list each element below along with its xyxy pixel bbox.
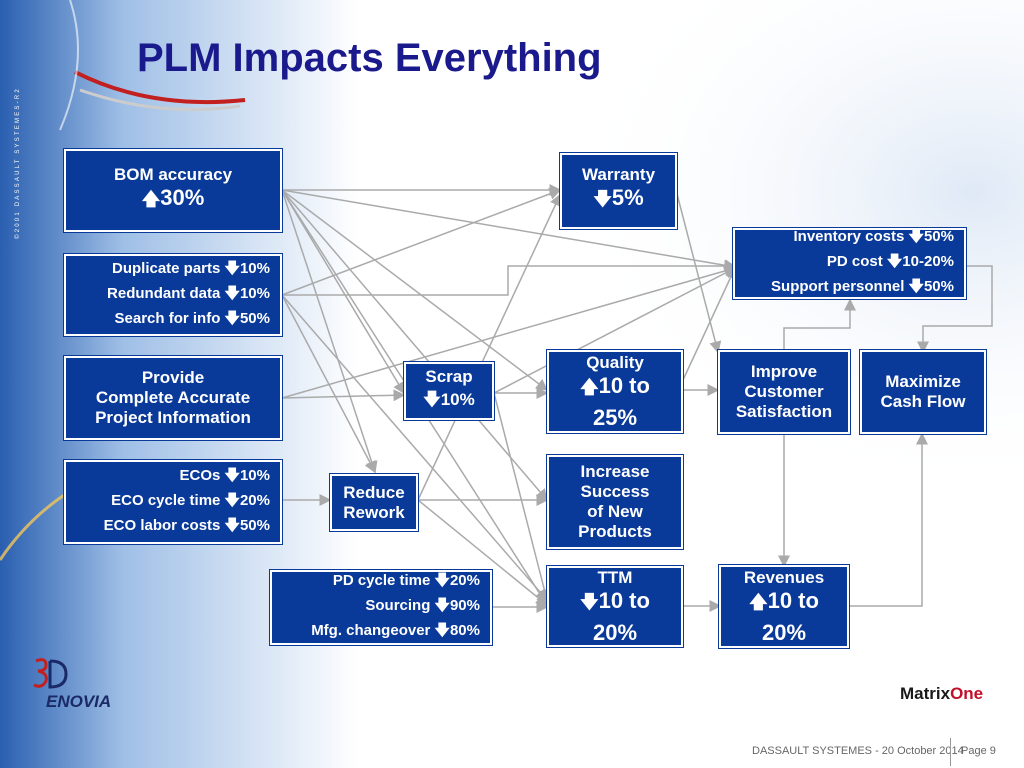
eco-label-1: ECOs xyxy=(179,466,221,484)
inventory-label-1: Inventory costs xyxy=(793,228,905,245)
bom-accuracy-box: BOM accuracy 🡅30% xyxy=(63,148,283,233)
quality-value: 10 to xyxy=(598,372,650,398)
page-number: Page 9 xyxy=(961,745,996,757)
down-arrow-icon: 🡇 xyxy=(224,309,240,327)
inventory-label-2: PD cost xyxy=(826,253,883,270)
bom-label: BOM accuracy xyxy=(113,164,233,184)
pd-value-3: 80% xyxy=(449,622,480,639)
eco-value-1: 10% xyxy=(239,466,270,484)
increase-line-2: Success xyxy=(580,482,650,501)
footer-text: DASSAULT SYSTEMES - 20 October 2014 xyxy=(752,745,964,757)
down-arrow-icon: 🡇 xyxy=(434,622,450,639)
dup-value-1: 10% xyxy=(239,259,270,277)
eco-box: ECOs 🡇10% ECO cycle time 🡇20% ECO labor … xyxy=(63,459,283,545)
ttm-value-2: 20% xyxy=(592,619,638,645)
provide-line-3: Project Information xyxy=(95,408,251,427)
inventory-value-1: 50% xyxy=(923,228,954,245)
footer-divider xyxy=(950,738,951,766)
improve-line-1: Improve xyxy=(750,362,818,381)
dup-value-3: 50% xyxy=(239,309,270,327)
inventory-label-3: Support personnel xyxy=(771,278,905,295)
dup-label-3: Search for info xyxy=(114,309,221,327)
warranty-label: Warranty xyxy=(581,165,656,184)
reduce-rework-box: Reduce Rework xyxy=(329,473,419,532)
down-arrow-icon: 🡇 xyxy=(593,189,612,209)
revenues-label: Revenues xyxy=(743,567,825,587)
rework-line-1: Reduce xyxy=(343,482,405,502)
pd-value-1: 20% xyxy=(449,572,480,589)
rework-line-2: Rework xyxy=(343,502,405,522)
pd-label-2: Sourcing xyxy=(365,597,431,614)
ttm-label: TTM xyxy=(597,567,633,587)
cash-line-1: Maximize xyxy=(885,372,961,391)
up-arrow-icon: 🡅 xyxy=(580,376,599,397)
revenues-value: 10 to xyxy=(767,587,819,613)
scrap-value: 10% xyxy=(440,389,475,409)
down-arrow-icon: 🡇 xyxy=(224,259,240,277)
eco-value-3: 50% xyxy=(239,516,270,534)
improve-line-3: Satisfaction xyxy=(735,402,833,421)
inventory-costs-box: Inventory costs 🡇50% PD cost 🡇10-20% Sup… xyxy=(732,227,967,300)
improve-satisfaction-box: Improve Customer Satisfaction xyxy=(717,349,851,435)
increase-line-4: Products xyxy=(578,522,652,541)
slide-title: PLM Impacts Everything xyxy=(137,36,602,80)
eco-label-2: ECO cycle time xyxy=(111,491,221,509)
increase-success-box: Increase Success of New Products xyxy=(546,454,684,550)
up-arrow-icon: 🡅 xyxy=(141,188,161,209)
matrixone-logo-a: Matrix xyxy=(900,684,951,703)
down-arrow-icon: 🡇 xyxy=(434,572,450,589)
down-arrow-icon: 🡇 xyxy=(908,278,924,295)
pd-label-1: PD cycle time xyxy=(332,572,431,589)
quality-label: Quality xyxy=(586,352,644,372)
pd-value-2: 90% xyxy=(449,597,480,614)
cash-line-2: Cash Flow xyxy=(880,392,966,411)
revenues-box: Revenues 🡅10 to 20% xyxy=(718,564,850,649)
up-arrow-icon: 🡅 xyxy=(749,591,768,612)
eco-label-3: ECO labor costs xyxy=(103,516,221,534)
increase-line-1: Increase xyxy=(580,462,650,481)
pd-label-3: Mfg. changeover xyxy=(311,622,431,639)
scrap-label: Scrap xyxy=(425,366,473,386)
ttm-box: TTM 🡇10 to 20% xyxy=(546,565,684,648)
increase-line-3: of New xyxy=(587,502,643,521)
quality-value-2: 25% xyxy=(592,404,638,430)
down-arrow-icon: 🡇 xyxy=(224,516,240,534)
eco-value-2: 20% xyxy=(239,491,270,509)
enovia-logo: ENOVIA xyxy=(46,692,112,711)
dup-label-2: Redundant data xyxy=(107,284,221,302)
ttm-value: 10 to xyxy=(598,587,650,613)
down-arrow-icon: 🡇 xyxy=(224,284,240,302)
down-arrow-icon: 🡇 xyxy=(580,591,599,612)
scrap-box: Scrap 🡇10% xyxy=(403,361,495,421)
dup-value-2: 10% xyxy=(239,284,270,302)
down-arrow-icon: 🡇 xyxy=(886,253,903,270)
provide-line-1: Provide xyxy=(141,368,205,387)
maximize-cash-box: Maximize Cash Flow xyxy=(859,349,987,435)
quality-box: Quality 🡅10 to 25% xyxy=(546,349,684,434)
inventory-value-2: 10-20% xyxy=(902,253,954,270)
improve-line-2: Customer xyxy=(744,382,824,401)
bom-value: 30% xyxy=(160,184,205,210)
dup-label-1: Duplicate parts xyxy=(112,259,221,277)
revenues-value-2: 20% xyxy=(761,619,807,645)
down-arrow-icon: 🡇 xyxy=(224,491,240,509)
down-arrow-icon: 🡇 xyxy=(908,228,924,245)
provide-line-2: Complete Accurate xyxy=(95,388,251,407)
down-arrow-icon: 🡇 xyxy=(224,466,240,484)
warranty-box: Warranty 🡇5% xyxy=(559,152,678,230)
duplicate-parts-box: Duplicate parts 🡇10% Redundant data 🡇10%… xyxy=(63,253,283,337)
down-arrow-icon: 🡇 xyxy=(434,597,450,614)
matrixone-logo: MatrixOne xyxy=(900,684,983,704)
down-arrow-icon: 🡇 xyxy=(423,389,441,409)
inventory-value-3: 50% xyxy=(923,278,954,295)
provide-info-box: Provide Complete Accurate Project Inform… xyxy=(63,355,283,441)
warranty-value: 5% xyxy=(611,185,644,210)
3ds-logo-icon xyxy=(33,658,68,689)
matrixone-logo-b: One xyxy=(950,684,984,703)
pd-cycle-box: PD cycle time 🡇20% Sourcing 🡇90% Mfg. ch… xyxy=(269,569,493,646)
